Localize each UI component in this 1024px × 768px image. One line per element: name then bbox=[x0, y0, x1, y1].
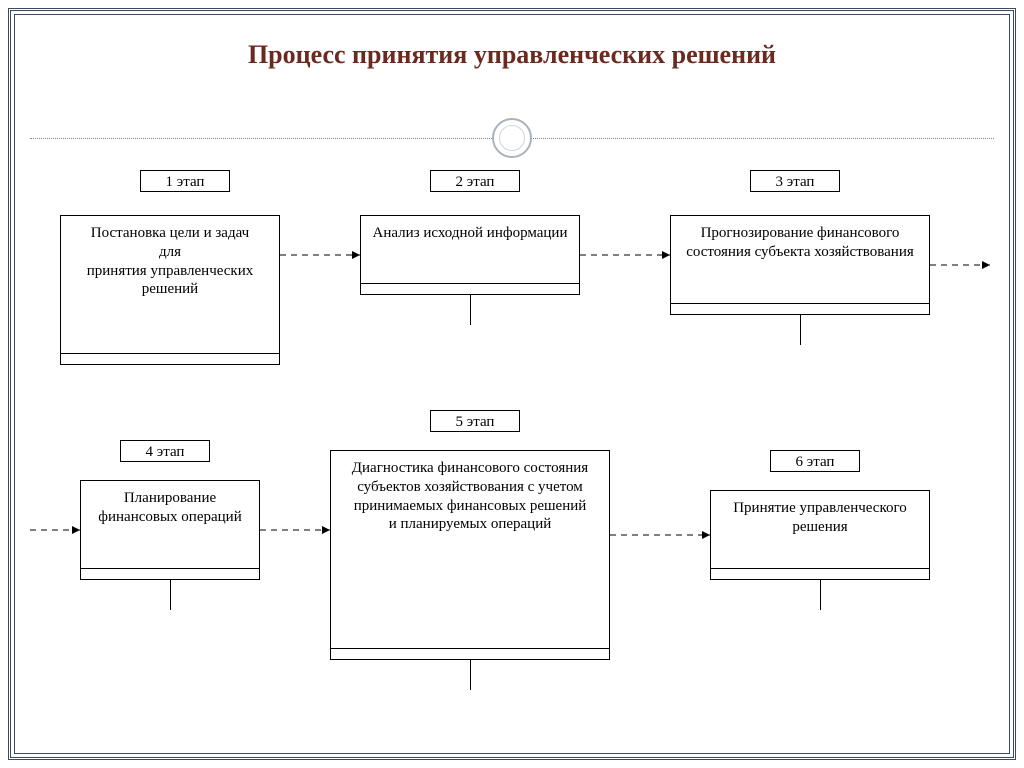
stage-label: 4 этап bbox=[120, 440, 210, 462]
flowchart-node: Принятие управленческого решения bbox=[710, 490, 930, 580]
node-stub bbox=[800, 315, 801, 345]
node-stub bbox=[820, 580, 821, 610]
node-text: Анализ исходной информации bbox=[373, 224, 568, 243]
node-text: Принятие управленческого решения bbox=[717, 499, 923, 537]
stage-label: 5 этап bbox=[430, 410, 520, 432]
node-text: Постановка цели и задач для принятия упр… bbox=[67, 224, 273, 299]
node-text: Диагностика финансового состояния субъек… bbox=[337, 459, 603, 534]
flowchart-canvas: 1 этап 2 этап 3 этап 4 этап 5 этап 6 этап Пост… bbox=[30, 160, 994, 738]
node-stub bbox=[170, 580, 171, 610]
node-stub bbox=[470, 660, 471, 690]
stage-label: 6 этап bbox=[770, 450, 860, 472]
node-text: Прогнозирование финансового состояния су… bbox=[677, 224, 923, 262]
node-stub bbox=[470, 295, 471, 325]
page-title: Процесс принятия управленческих решений bbox=[0, 40, 1024, 70]
flowchart-node: Планирование финансовых операций bbox=[80, 480, 260, 580]
stage-label: 3 этап bbox=[750, 170, 840, 192]
flowchart-node: Прогнозирование финансового состояния су… bbox=[670, 215, 930, 315]
stage-label: 1 этап bbox=[140, 170, 230, 192]
flowchart-node: Анализ исходной информации bbox=[360, 215, 580, 295]
flowchart-node: Диагностика финансового состояния субъек… bbox=[330, 450, 610, 660]
node-text: Планирование финансовых операций bbox=[87, 489, 253, 527]
stage-label: 2 этап bbox=[430, 170, 520, 192]
ring-ornament-icon bbox=[492, 118, 532, 158]
flowchart-node: Постановка цели и задач для принятия упр… bbox=[60, 215, 280, 365]
